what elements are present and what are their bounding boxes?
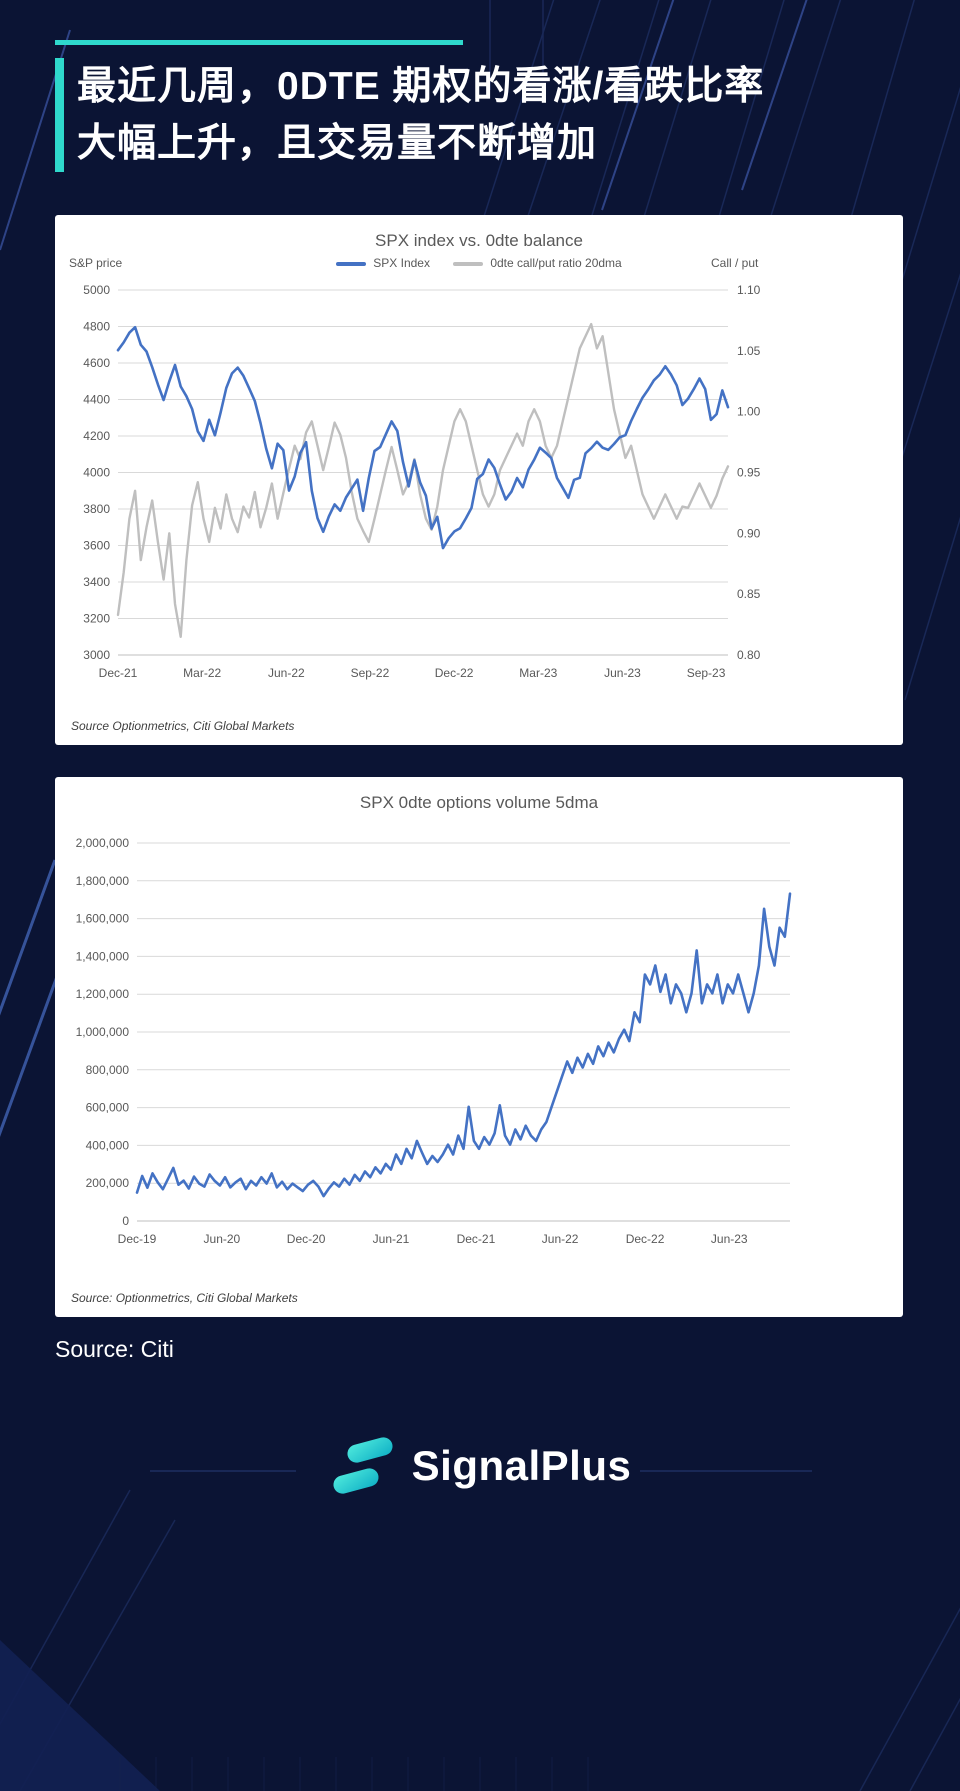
- svg-text:0.95: 0.95: [737, 466, 761, 480]
- svg-text:3800: 3800: [83, 502, 110, 516]
- signalplus-logo-icon: [333, 1437, 393, 1494]
- svg-text:Sep-22: Sep-22: [351, 666, 390, 680]
- chart1-left-axis-label: S&P price: [69, 256, 123, 270]
- spx-index-line-swatch: [336, 261, 367, 266]
- svg-text:Jun-23: Jun-23: [711, 1232, 748, 1246]
- svg-text:Dec-20: Dec-20: [287, 1232, 326, 1246]
- chart2-plot-area: 0 200,000 400,000 600,000 800,000 1,000,000 1,…: [76, 836, 792, 1246]
- legend-item-spx-index: SPX Index: [336, 256, 433, 270]
- headline-block: 最近几周，0DTE 期权的看涨/看跌比率 大幅上升，且交易量不断增加: [55, 40, 905, 172]
- headline-top-accent-line: [55, 40, 463, 45]
- 0dte-ratio-line-swatch: [453, 261, 484, 266]
- svg-text:1.10: 1.10: [737, 283, 761, 297]
- svg-text:Dec-21: Dec-21: [457, 1232, 496, 1246]
- svg-text:3000: 3000: [83, 648, 110, 662]
- svg-text:4600: 4600: [83, 356, 110, 370]
- page-source-note: Source: Citi: [55, 1336, 174, 1362]
- svg-text:Jun-22: Jun-22: [268, 666, 305, 680]
- headline-text: 最近几周，0DTE 期权的看涨/看跌比率 大幅上升，且交易量不断增加: [64, 58, 764, 172]
- chart1-plot-area: 3000 3200 3400 3600 3800 4000 4200 4400 4600 4800…: [83, 283, 761, 680]
- chart1-source-note: Source Optionmetrics, Citi Global Market…: [71, 719, 295, 733]
- svg-text:0: 0: [122, 1214, 129, 1228]
- svg-text:Dec-22: Dec-22: [435, 666, 474, 680]
- svg-text:3200: 3200: [83, 612, 110, 626]
- svg-text:Jun-22: Jun-22: [542, 1232, 579, 1246]
- svg-text:Dec-22: Dec-22: [626, 1232, 665, 1246]
- chart1-title: SPX index vs. 0dte balance: [375, 231, 583, 250]
- chart1-legend: SPX Index 0dte call/put ratio 20dma: [55, 256, 903, 270]
- svg-text:1,800,000: 1,800,000: [76, 874, 130, 888]
- svg-text:1,000,000: 1,000,000: [76, 1025, 130, 1039]
- brand-name: SignalPlus: [411, 1442, 632, 1489]
- brand-footer: SignalPlus: [0, 1436, 960, 1496]
- svg-text:Jun-20: Jun-20: [204, 1232, 241, 1246]
- svg-text:0.85: 0.85: [737, 587, 761, 601]
- svg-text:Jun-23: Jun-23: [604, 666, 641, 680]
- headline-line-1: 最近几周，0DTE 期权的看涨/看跌比率: [77, 65, 765, 108]
- legend-label-0dte-ratio: 0dte call/put ratio 20dma: [490, 256, 622, 270]
- svg-text:4400: 4400: [83, 393, 110, 407]
- chart2-source-note: Source: Optionmetrics, Citi Global Marke…: [71, 1291, 298, 1305]
- headline-line-2: 大幅上升，且交易量不断增加: [77, 122, 598, 165]
- svg-text:Mar-22: Mar-22: [183, 666, 221, 680]
- svg-text:400,000: 400,000: [86, 1138, 130, 1152]
- svg-text:0.90: 0.90: [737, 526, 761, 540]
- svg-text:Dec-21: Dec-21: [99, 666, 138, 680]
- svg-text:3600: 3600: [83, 539, 110, 553]
- svg-text:4800: 4800: [83, 320, 110, 334]
- chart-panel-spx-vs-0dte-balance: SPX index vs. 0dte balance S&P price SPX…: [55, 215, 903, 745]
- svg-text:4200: 4200: [83, 429, 110, 443]
- svg-text:Sep-23: Sep-23: [687, 666, 726, 680]
- svg-text:2,000,000: 2,000,000: [76, 836, 130, 850]
- chart-panel-0dte-volume: SPX 0dte options volume 5dma 0 200,000 400…: [55, 777, 903, 1317]
- svg-text:4000: 4000: [83, 466, 110, 480]
- svg-text:800,000: 800,000: [86, 1063, 130, 1077]
- svg-text:Jun-21: Jun-21: [373, 1232, 410, 1246]
- svg-text:5000: 5000: [83, 283, 110, 297]
- svg-text:1.05: 1.05: [737, 344, 761, 358]
- headline-left-accent-bar: [55, 58, 64, 172]
- svg-text:3400: 3400: [83, 575, 110, 589]
- svg-text:1.00: 1.00: [737, 405, 761, 419]
- svg-text:Mar-23: Mar-23: [519, 666, 557, 680]
- svg-text:1,600,000: 1,600,000: [76, 912, 130, 926]
- svg-text:200,000: 200,000: [86, 1176, 130, 1190]
- legend-item-0dte-ratio: 0dte call/put ratio 20dma: [453, 256, 622, 270]
- svg-text:0.80: 0.80: [737, 648, 761, 662]
- svg-text:600,000: 600,000: [86, 1101, 130, 1115]
- chart1-right-axis-label: Call / put: [711, 256, 759, 270]
- legend-label-spx-index: SPX Index: [373, 256, 430, 270]
- chart2-title: SPX 0dte options volume 5dma: [359, 793, 599, 812]
- svg-text:Dec-19: Dec-19: [118, 1232, 157, 1246]
- svg-text:1,200,000: 1,200,000: [76, 987, 130, 1001]
- svg-text:1,400,000: 1,400,000: [76, 949, 130, 963]
